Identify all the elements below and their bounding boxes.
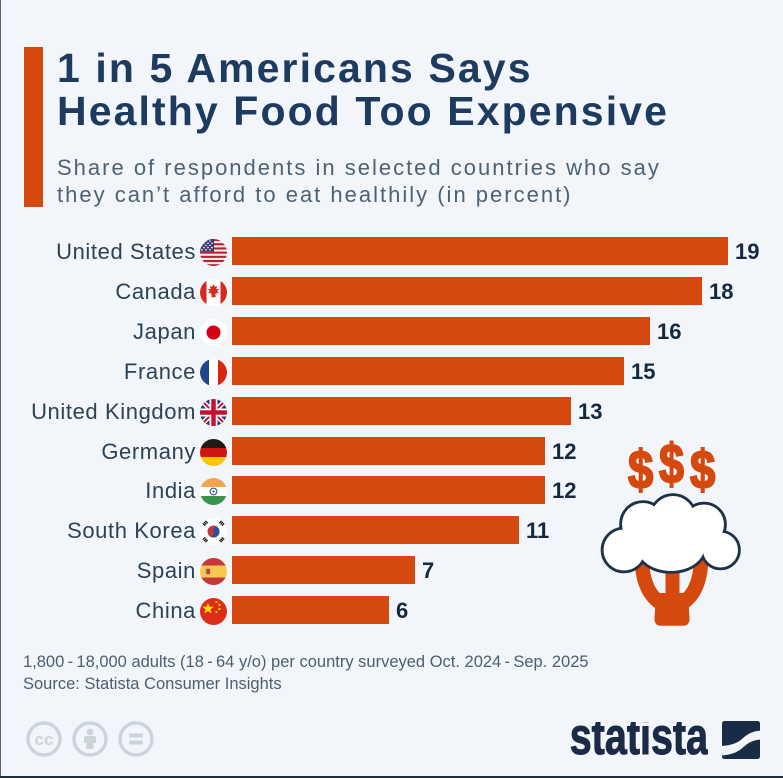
svg-text:cc: cc xyxy=(35,730,54,749)
